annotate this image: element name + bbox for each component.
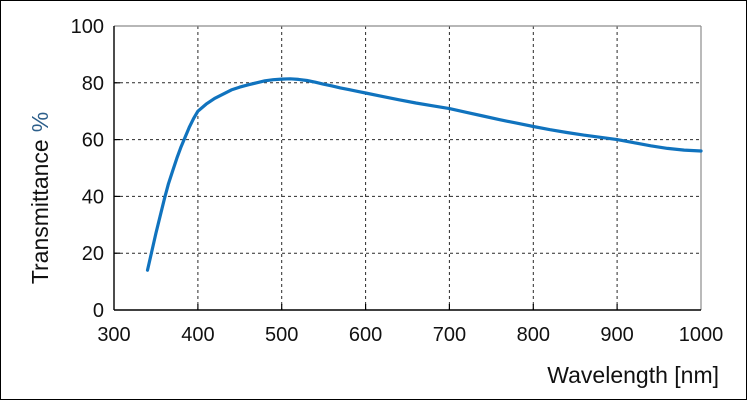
- x-axis-title: Wavelength [nm]: [547, 362, 719, 388]
- transmittance-curve: [145, 77, 703, 272]
- y-tick-label-0: 0: [93, 300, 104, 322]
- y-tick-label-80: 80: [82, 73, 104, 95]
- x-tick-label-800: 800: [517, 324, 550, 346]
- x-tick-label-900: 900: [600, 324, 633, 346]
- y-axis-title-text: Transmittance: [27, 139, 53, 285]
- y-tick-label-60: 60: [82, 130, 104, 152]
- x-tick-label-500: 500: [265, 324, 298, 346]
- x-tick-label-1000: 1000: [679, 324, 724, 346]
- y-axis-title: Transmittance%: [27, 66, 55, 330]
- y-tick-label-40: 40: [82, 186, 104, 208]
- x-tick-label-400: 400: [181, 324, 214, 346]
- x-tick-label-700: 700: [433, 324, 466, 346]
- x-tick-label-600: 600: [349, 324, 382, 346]
- y-tick-label-100: 100: [71, 16, 104, 38]
- x-tick-label-300: 300: [97, 324, 130, 346]
- y-tick-label-20: 20: [82, 243, 104, 265]
- y-axis-unit-percent: %: [27, 111, 53, 133]
